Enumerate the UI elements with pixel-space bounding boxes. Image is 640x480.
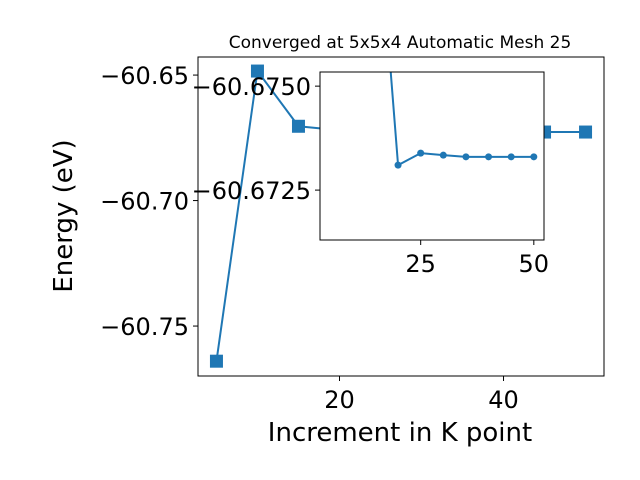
data-line xyxy=(389,72,534,167)
y-tick-label: −60.6750 xyxy=(192,73,311,101)
y-tick-label: −60.75 xyxy=(100,313,189,341)
marker xyxy=(417,149,425,157)
marker xyxy=(209,354,223,368)
marker xyxy=(439,151,447,159)
x-tick-label: 40 xyxy=(488,386,519,414)
marker xyxy=(530,153,538,161)
marker xyxy=(507,153,515,161)
marker xyxy=(394,161,402,169)
marker xyxy=(250,64,264,78)
y-tick-label: −60.65 xyxy=(100,62,189,90)
axes-frame xyxy=(319,71,545,241)
x-tick-label: 20 xyxy=(324,386,355,414)
x-tick-label: 25 xyxy=(405,250,436,278)
marker xyxy=(485,153,493,161)
y-tick-label: −60.6725 xyxy=(192,177,311,205)
axes-frame xyxy=(197,56,605,377)
x-axis-label: Increment in K point xyxy=(268,418,532,448)
y-tick-label: −60.70 xyxy=(100,188,189,216)
marker xyxy=(291,119,305,133)
chart-title: Converged at 5x5x4 Automatic Mesh 25 xyxy=(229,33,572,53)
marker xyxy=(462,153,470,161)
plot-area xyxy=(389,72,538,169)
marker xyxy=(579,125,593,139)
x-tick-label: 50 xyxy=(519,250,550,278)
y-axis-label: Energy (eV) xyxy=(49,139,79,292)
